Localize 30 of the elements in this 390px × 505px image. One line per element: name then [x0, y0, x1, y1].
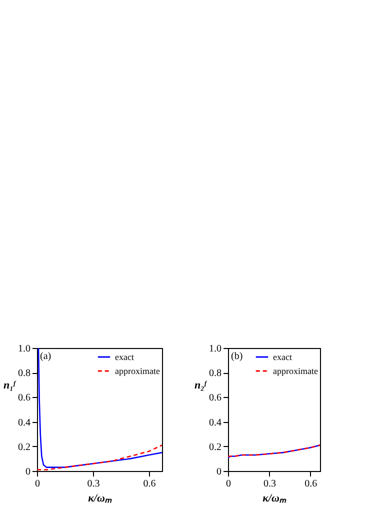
legend-label: exact: [273, 352, 292, 362]
y-tick-label: 0: [216, 466, 222, 478]
x-tick-label: 0: [226, 478, 231, 490]
x-axis-title: κ/ωₘ: [262, 492, 286, 504]
x-tick-label: 0.6: [143, 478, 156, 490]
y-tick-label: 0.4: [209, 417, 222, 428]
y-axis-title: n₂ᶠ: [194, 380, 208, 392]
y-axis-title: n₁ᶠ: [3, 380, 16, 392]
legend-label: exact: [115, 352, 134, 362]
y-tick-label: 1.0: [18, 344, 30, 354]
x-tick-label: 0.3: [87, 478, 100, 490]
y-tick-label: 0.2: [209, 442, 222, 453]
x-axis-title: κ/ωₘ: [88, 492, 112, 504]
y-tick-label: 0.2: [18, 442, 30, 453]
y-tick-label: 0.4: [18, 417, 30, 428]
y-tick-label: 0.8: [209, 368, 222, 380]
y-tick-label: 0.8: [18, 368, 30, 380]
legend-label: approximate: [273, 366, 318, 376]
annotation: (a): [40, 351, 52, 362]
x-tick-label: 0: [35, 478, 40, 490]
x-tick-label: 0.3: [263, 478, 276, 490]
line-series: [38, 348, 162, 468]
line-series: [37, 444, 162, 470]
annotation: (b): [231, 351, 243, 362]
x-tick-label: 0.6: [304, 478, 318, 490]
y-tick-label: 0.6: [18, 392, 30, 404]
legend-label: approximate: [115, 366, 160, 376]
y-tick-label: 0: [26, 466, 30, 478]
y-tick-label: 0.6: [209, 392, 222, 404]
y-tick-label: 1.0: [209, 344, 222, 354]
